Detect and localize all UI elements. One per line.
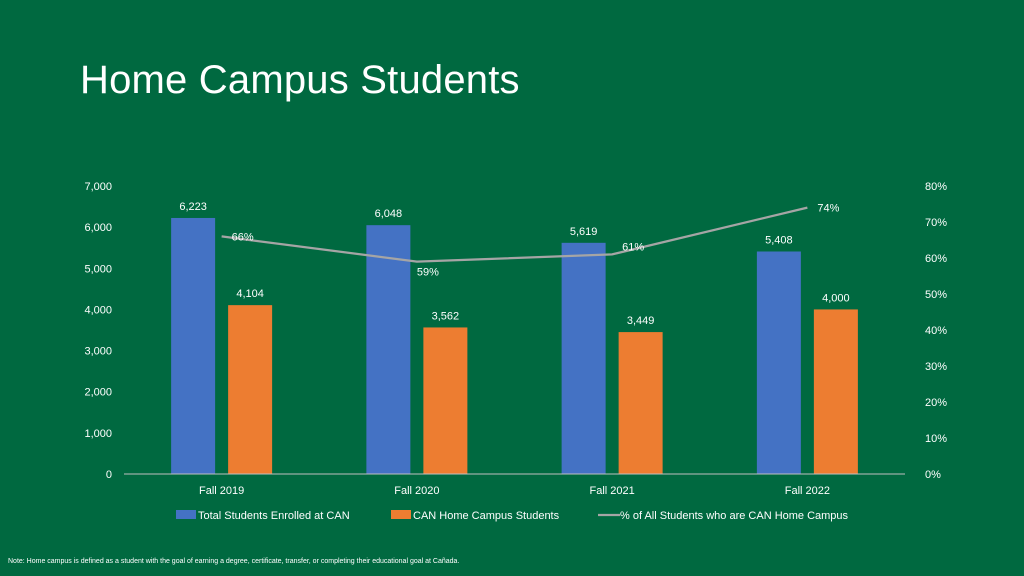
y-right-tick-label: 0% [925, 469, 941, 481]
bar-data-label: 3,449 [627, 315, 655, 327]
y-left-tick-label: 6,000 [84, 222, 112, 234]
y-right-tick-label: 70% [925, 217, 947, 229]
y-right-tick-label: 60% [925, 253, 947, 265]
x-tick-label: Fall 2022 [785, 485, 830, 497]
line-series: 66% 59% 61% 74% [221, 203, 840, 279]
y-left-axis: 0 1,000 2,000 3,000 4,000 5,000 6,000 7,000 [84, 181, 112, 481]
bar-home-3 [813, 309, 858, 474]
y-left-tick-label: 1,000 [84, 428, 112, 440]
bar-series: 6,223 4,104 6,048 3,562 5,619 3,449 5,408 4,000 [171, 201, 858, 474]
y-right-tick-label: 10% [925, 433, 947, 445]
y-left-tick-label: 0 [106, 469, 112, 481]
y-left-tick-label: 7,000 [84, 181, 112, 193]
bar-total-1 [366, 225, 411, 474]
x-tick-label: Fall 2021 [589, 485, 634, 497]
pct-line [221, 206, 808, 263]
footnote: Note: Home campus is defined as a studen… [8, 558, 460, 565]
y-right-tick-label: 20% [925, 397, 947, 409]
line-data-label: 61% [622, 241, 644, 253]
legend-swatch [176, 510, 196, 519]
bar-data-label: 3,562 [432, 310, 460, 322]
y-left-tick-label: 4,000 [84, 304, 112, 316]
y-right-axis: 0% 10% 20% 30% 40% 50% 60% 70% 80% [925, 181, 947, 481]
bar-data-label: 4,000 [822, 292, 850, 304]
legend-label: Total Students Enrolled at CAN [198, 510, 350, 522]
bar-total-2 [561, 242, 606, 474]
y-left-tick-label: 3,000 [84, 346, 112, 358]
bar-total-3 [756, 251, 801, 474]
line-data-label: 59% [417, 267, 439, 279]
x-axis: Fall 2019 Fall 2020 Fall 2021 Fall 2022 [124, 473, 905, 497]
slide-title: Home Campus Students [80, 58, 520, 102]
bar-home-0 [228, 305, 273, 474]
legend-label: % of All Students who are CAN Home Campu… [620, 510, 849, 522]
bar-data-label: 4,104 [236, 288, 264, 300]
line-data-label: 66% [232, 231, 254, 243]
y-right-tick-label: 30% [925, 361, 947, 373]
x-tick-label: Fall 2019 [199, 485, 244, 497]
line-data-label: 74% [817, 203, 839, 215]
bar-home-1 [423, 327, 468, 474]
chart-legend: Total Students Enrolled at CAN CAN Home C… [176, 510, 849, 522]
y-right-tick-label: 50% [925, 289, 947, 301]
bar-data-label: 5,408 [765, 234, 793, 246]
legend-swatch [391, 510, 411, 519]
bar-data-label: 5,619 [570, 226, 598, 238]
bar-data-label: 6,048 [375, 208, 403, 220]
legend-label: CAN Home Campus Students [413, 510, 560, 522]
y-right-tick-label: 40% [925, 325, 947, 337]
x-tick-label: Fall 2020 [394, 485, 439, 497]
y-left-tick-label: 2,000 [84, 387, 112, 399]
y-right-tick-label: 80% [925, 181, 947, 193]
bar-home-2 [618, 332, 663, 474]
y-left-tick-label: 5,000 [84, 263, 112, 275]
bar-data-label: 6,223 [179, 201, 207, 213]
bar-total-0 [171, 217, 216, 474]
